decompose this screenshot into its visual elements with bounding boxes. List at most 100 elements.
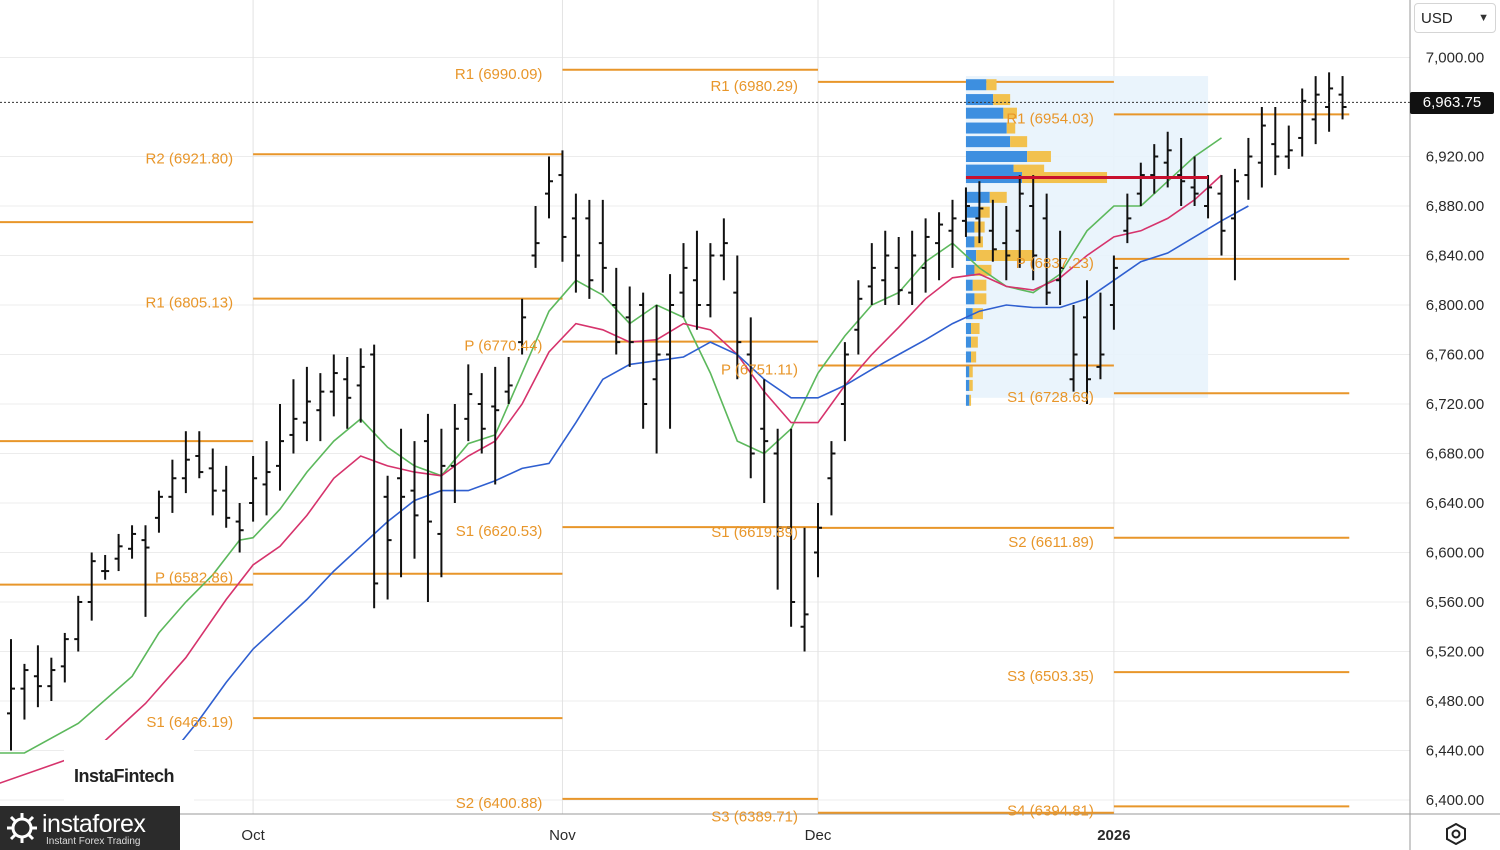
- volume-bar-sell: [979, 206, 990, 218]
- ohlc-bar: [356, 348, 365, 423]
- ohlc-bar: [827, 441, 836, 516]
- volume-bar-buy: [965, 164, 1014, 176]
- price-tick-label: 6,560.00: [1426, 594, 1484, 611]
- ohlc-bar: [1109, 255, 1118, 330]
- ohlc-bar: [908, 230, 917, 305]
- volume-bar-sell: [971, 336, 978, 348]
- price-tick-label: 7,000.00: [1426, 50, 1484, 67]
- ohlc-bar: [370, 344, 379, 609]
- ohlc-bar: [383, 475, 392, 600]
- currency-select[interactable]: USD ▼: [1414, 3, 1496, 33]
- currency-label: USD: [1421, 9, 1453, 27]
- ohlc-bar: [1177, 137, 1186, 206]
- price-axis[interactable]: 7,000.00 6,920.00 6,880.00 6,840.00 6,800.00…: [1426, 50, 1484, 810]
- pivot-label: P (6582.86): [155, 570, 233, 587]
- ohlc-bar: [773, 428, 782, 590]
- ohlc-bar: [195, 431, 204, 479]
- ohlc-bar: [652, 305, 661, 454]
- ohlc-bar: [545, 156, 553, 219]
- price-tick-label: 6,880.00: [1426, 198, 1484, 215]
- pivot-label: S1 (6728.69): [1007, 389, 1094, 406]
- chevron-down-icon: ▼: [1478, 12, 1489, 24]
- ohlc-bar: [262, 441, 271, 516]
- ohlc-bar: [491, 366, 500, 485]
- ohlc-bar: [988, 199, 997, 262]
- ohlc-bar: [1083, 280, 1091, 404]
- volume-bar-buy: [965, 394, 970, 406]
- ohlc-bar: [74, 595, 83, 652]
- volume-bar-sell: [969, 379, 973, 391]
- price-tick-label: 6,600.00: [1426, 545, 1484, 562]
- current-price-tag: 6,963.75: [1410, 92, 1494, 114]
- price-tick-label: 6,400.00: [1426, 792, 1484, 809]
- volume-profile: [965, 79, 1108, 406]
- ohlc-bar: [814, 503, 822, 578]
- volume-bar-sell: [993, 94, 1011, 106]
- volume-bar-sell: [971, 323, 980, 335]
- pivot-label: S1 (6620.53): [456, 523, 543, 540]
- price-tick-label: 6,840.00: [1426, 248, 1484, 265]
- volume-bar-sell: [972, 308, 983, 320]
- ohlc-bar: [316, 373, 325, 442]
- price-tick-label: 6,800.00: [1426, 297, 1484, 314]
- volume-bar-buy: [965, 191, 990, 203]
- ohlc-bar: [249, 455, 258, 522]
- ohlc-bar: [975, 181, 984, 244]
- pivot-label: S3 (6389.71): [711, 809, 798, 826]
- volume-bar-sell: [969, 366, 973, 378]
- ohlc-bar: [1217, 175, 1226, 256]
- ohlc-bar: [302, 366, 311, 442]
- volume-bar-sell: [1013, 164, 1045, 176]
- pivot-label: S2 (6400.88): [456, 795, 543, 812]
- ohlc-bar: [450, 404, 459, 503]
- time-axis[interactable]: Oct Nov Dec 2026: [241, 827, 1130, 844]
- price-tick-label: 6,640.00: [1426, 495, 1484, 512]
- moving-average-ma_slow: [171, 205, 1249, 754]
- ohlc-bar: [477, 373, 486, 454]
- volume-bar-buy: [965, 264, 975, 276]
- ohlc-bar: [1257, 107, 1266, 188]
- pivot-label: P (6837.23): [1016, 255, 1094, 272]
- ohlc-bars: [7, 72, 1347, 751]
- ohlc-bar: [531, 206, 540, 268]
- ohlc-bar: [558, 150, 567, 262]
- ohlc-bar: [1042, 193, 1051, 305]
- time-tick-label: Nov: [549, 827, 576, 844]
- volume-bar-buy: [965, 122, 1007, 134]
- volume-bar-buy: [965, 379, 970, 391]
- settings-gear-icon[interactable]: [1445, 823, 1469, 847]
- volume-bar-buy: [965, 250, 977, 261]
- pivot-label: P (6770.44): [464, 338, 542, 355]
- ohlc-bar: [329, 354, 338, 417]
- ohlc-bar: [1190, 156, 1199, 206]
- brand-tagline: Instant Forex Trading: [46, 836, 141, 847]
- ohlc-bar: [410, 441, 419, 559]
- ohlc-bar: [921, 218, 930, 293]
- ohlc-bar: [181, 431, 190, 494]
- volume-bar-buy: [965, 79, 987, 91]
- ohlc-bar: [168, 459, 177, 513]
- time-tick-label: Oct: [241, 827, 265, 844]
- volume-bar-sell: [971, 351, 977, 363]
- ohlc-bar: [854, 280, 863, 355]
- ohlc-bar: [719, 218, 728, 281]
- ohlc-bar: [1311, 76, 1320, 145]
- ohlc-bar: [961, 187, 970, 237]
- ohlc-bar: [787, 428, 796, 627]
- ohlc-bar: [33, 645, 42, 708]
- volume-bar-sell: [989, 191, 1007, 203]
- ohlc-bar: [464, 364, 473, 442]
- volume-bar-buy: [965, 107, 1004, 119]
- ohlc-bar: [397, 428, 406, 578]
- ohlc-bar: [1284, 125, 1293, 169]
- time-tick-label: 2026: [1097, 827, 1130, 844]
- ohlc-bar: [1056, 230, 1065, 305]
- pivot-label: P (6751.11): [721, 362, 798, 379]
- pivot-label: S4 (6394.81): [1007, 802, 1094, 819]
- volume-bar-buy: [965, 206, 980, 218]
- ohlc-bar: [1230, 168, 1239, 281]
- volume-bar-buy: [965, 236, 975, 248]
- ohlc-bar: [20, 663, 29, 720]
- ohlc-bar: [1204, 175, 1213, 219]
